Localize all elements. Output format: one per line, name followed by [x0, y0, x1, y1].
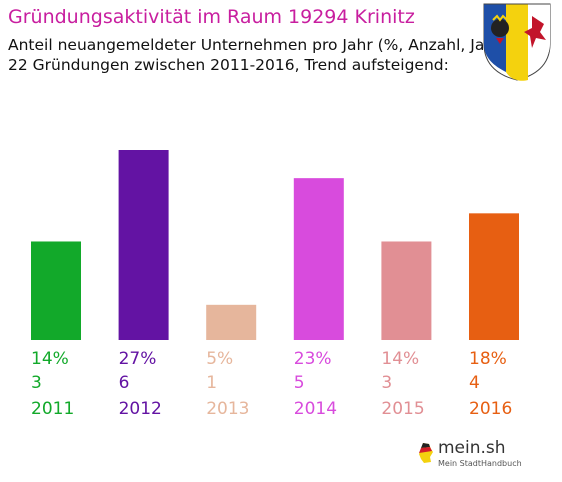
count-label-2015: 3 — [381, 373, 392, 393]
chart-subtitle: Anteil neuangemeldeter Unternehmen pro J… — [8, 36, 507, 54]
germany-map-icon — [419, 443, 433, 463]
count-label-2011: 3 — [31, 373, 42, 393]
logo-tagline: Mein StadtHandbuch — [438, 459, 522, 468]
bar-2015 — [381, 241, 432, 340]
chart-title: Gründungsaktivität im Raum 19294 Krinitz — [8, 6, 415, 28]
year-label-2016: 2016 — [469, 399, 512, 419]
bar-2011 — [31, 241, 81, 340]
bar-2013 — [206, 304, 257, 340]
count-label-2014: 5 — [294, 373, 305, 393]
bar-2016 — [469, 213, 519, 340]
year-label-2014: 2014 — [294, 399, 337, 419]
percent-label-2011: 14% — [31, 349, 69, 369]
year-label-2012: 2012 — [119, 399, 162, 419]
percent-label-2012: 27% — [119, 349, 157, 369]
coat-of-arms-icon — [483, 3, 551, 81]
percent-label-2015: 14% — [381, 349, 419, 369]
count-label-2012: 6 — [119, 373, 130, 393]
bar-2012 — [118, 150, 169, 340]
percent-label-2013: 5% — [206, 349, 233, 369]
chart-summary: 22 Gründungen zwischen 2011-2016, Trend … — [8, 56, 449, 74]
logo-name: mein.sh — [438, 438, 506, 458]
meinsh-logo[interactable]: mein.sh Mein StadtHandbuch — [414, 438, 534, 472]
bar-2014 — [293, 178, 344, 340]
year-label-2013: 2013 — [206, 399, 249, 419]
year-label-2011: 2011 — [31, 399, 74, 419]
percent-label-2014: 23% — [294, 349, 332, 369]
year-label-2015: 2015 — [381, 399, 424, 419]
count-label-2013: 1 — [206, 373, 217, 393]
count-label-2016: 4 — [469, 373, 480, 393]
percent-label-2016: 18% — [469, 349, 507, 369]
